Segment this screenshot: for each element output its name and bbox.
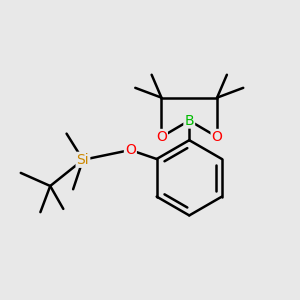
Text: B: B xyxy=(184,114,194,128)
Text: O: O xyxy=(125,143,136,157)
Text: O: O xyxy=(156,130,167,144)
Text: Si: Si xyxy=(76,153,89,167)
Text: O: O xyxy=(212,130,223,144)
